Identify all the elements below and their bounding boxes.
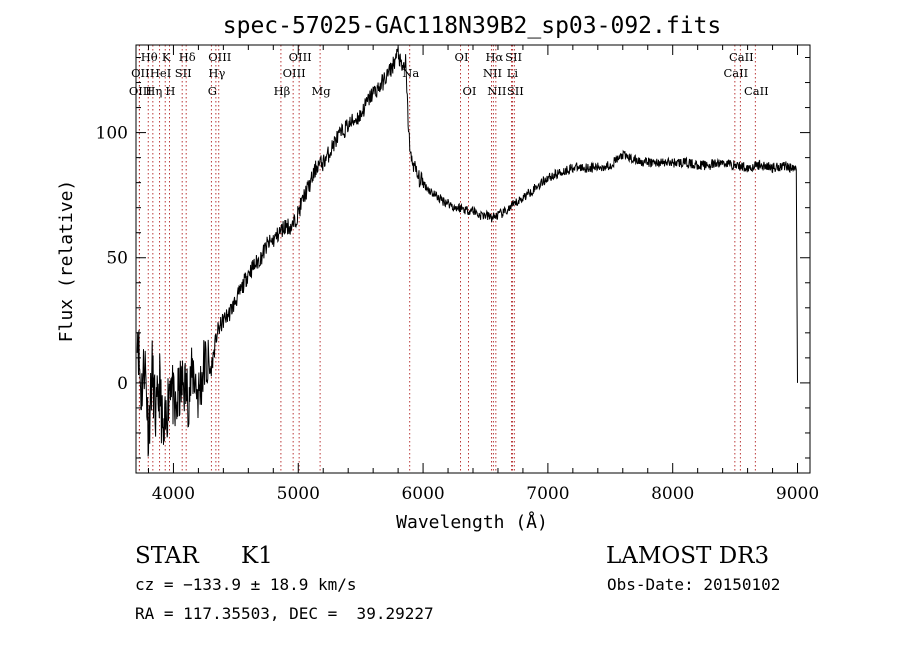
spectral-line-label: OIII	[129, 84, 152, 98]
spectral-line-label: OIII	[208, 50, 231, 64]
spectral-line-label: CaII	[723, 66, 748, 80]
spectral-line-label: Li	[507, 66, 519, 80]
spectral-line-label: OI	[455, 50, 469, 64]
spectral-line-label: OI	[463, 84, 477, 98]
plot-frame	[135, 44, 811, 474]
coordinates: RA = 117.35503, DEC = 39.29227	[135, 604, 434, 623]
y-tick-label: 0	[117, 374, 128, 394]
y-axis-label: Flux (relative)	[56, 180, 77, 343]
survey-name: LAMOST DR3	[606, 543, 769, 569]
spectral-line-label: Hβ	[274, 84, 291, 98]
spectral-line-label: Hγ	[208, 66, 225, 80]
spectral-line-label: CaII	[729, 50, 754, 64]
x-tick-label: 5000	[277, 484, 320, 504]
spectral-line-label: H	[165, 84, 175, 98]
spectral-line-label: Hα	[485, 50, 503, 64]
redshift-cz: cz = −133.9 ± 18.9 km/s	[135, 575, 357, 594]
spectral-line-label: NII	[487, 84, 506, 98]
chart-title: spec-57025-GAC118N39B2_sp03-092.fits	[223, 13, 722, 39]
object-subclass: K1	[241, 543, 273, 569]
x-tick-label: 9000	[776, 484, 819, 504]
y-tick-label: 100	[96, 124, 128, 144]
spectral-line-label: SII	[507, 84, 524, 98]
spectral-line-label: Hθ	[141, 50, 158, 64]
spectral-line-labels: Hθ OII OIII K HeI Hη H Hδ SII OIII Hγ G Hβ OIII OIII Mg…	[129, 50, 769, 98]
spectral-line-label: CaII	[744, 84, 769, 98]
x-tick-label: 4000	[152, 484, 195, 504]
spectral-line-label: G	[208, 84, 217, 98]
obs-date: Obs-Date: 20150102	[607, 575, 780, 594]
spectral-line-label: OIII	[283, 66, 306, 80]
spectral-line-label: SII	[175, 66, 192, 80]
x-tick-label: 6000	[401, 484, 444, 504]
spectral-line-label: K	[162, 50, 171, 64]
spectral-line-label: Mg	[312, 84, 332, 98]
axis-ticks: 4000 5000 6000 7000 8000 9000 0 50 100	[96, 45, 819, 504]
series-layer	[136, 46, 798, 457]
spectral-line-label: NII	[483, 66, 502, 80]
spectral-line-label: HeI	[150, 66, 171, 80]
spectral-line-markers	[138, 45, 756, 473]
spectral-line-label: SII	[505, 50, 522, 64]
x-tick-label: 8000	[651, 484, 694, 504]
spectral-line-label: OIII	[289, 50, 312, 64]
spectral-line-label: Hη	[145, 84, 162, 98]
spectrum-line	[136, 46, 798, 457]
x-axis-label: Wavelength (Å)	[396, 511, 548, 533]
spectral-line-label: OII	[131, 66, 150, 80]
spectral-line-label: Hδ	[179, 50, 196, 64]
object-class: STAR	[135, 543, 199, 569]
y-tick-label: 50	[106, 249, 128, 269]
x-tick-label: 7000	[526, 484, 569, 504]
